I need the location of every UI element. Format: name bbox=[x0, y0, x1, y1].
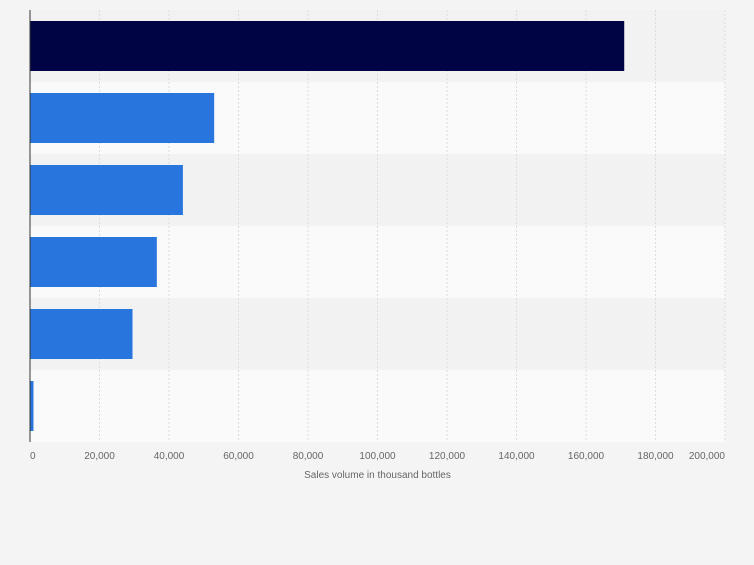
bar bbox=[30, 237, 157, 287]
x-tick-label: 20,000 bbox=[84, 451, 115, 462]
bars bbox=[30, 21, 625, 431]
bar bbox=[30, 93, 215, 143]
grid-lines bbox=[99, 10, 726, 442]
bar bbox=[30, 381, 34, 431]
x-tick-label: 0 bbox=[30, 451, 36, 462]
x-axis-label: Sales volume in thousand bottles bbox=[304, 470, 451, 481]
x-tick-label: 140,000 bbox=[498, 451, 535, 462]
x-tick-label: 60,000 bbox=[223, 451, 254, 462]
x-tick-label: 40,000 bbox=[154, 451, 185, 462]
x-tick-label: 80,000 bbox=[293, 451, 324, 462]
x-tick-label: 120,000 bbox=[429, 451, 466, 462]
x-tick-label: 160,000 bbox=[568, 451, 605, 462]
x-tick-label: 200,000 bbox=[689, 451, 726, 462]
x-tick-label: 100,000 bbox=[359, 451, 396, 462]
bar bbox=[30, 309, 133, 359]
x-tick-labels: 0 20,000 40,000 60,000 80,000 100,000 120,000 1… bbox=[30, 451, 725, 462]
x-tick-label: 180,000 bbox=[637, 451, 674, 462]
bar bbox=[30, 165, 183, 215]
bar bbox=[30, 21, 625, 71]
